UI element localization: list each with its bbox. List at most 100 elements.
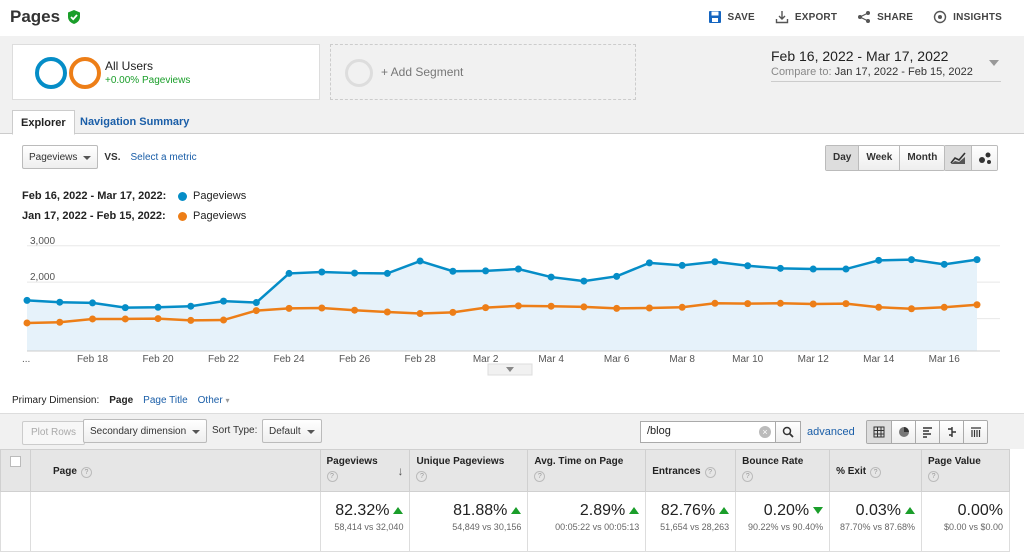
select-all-checkbox[interactable] [9,456,21,467]
date-range-main: Feb 16, 2022 - Mar 17, 2022 [771,48,949,64]
totals-percent: 81.88% [453,502,508,519]
segment-all-users[interactable]: All Users +0.00% Pageviews [12,44,320,100]
totals-percent: 0.03% [855,502,902,519]
dimension-page[interactable]: Page [109,395,134,406]
add-segment-button[interactable]: + Add Segment [330,44,636,100]
table-header-row: Page? Pageviews? ↓ Unique Pageviews? Avg.… [0,449,1010,492]
save-button[interactable]: SAVE [708,10,755,24]
help-icon[interactable]: ? [870,467,882,478]
data-point-previous [285,304,293,312]
arrow-up-icon [511,507,522,515]
data-point-current [744,262,752,270]
bar-list-icon [922,427,932,438]
sort-type-select[interactable]: Default [262,419,322,443]
column-header-entrances[interactable]: Entrances? [645,449,737,492]
data-point-previous [678,303,686,311]
help-icon[interactable]: ? [534,471,546,482]
data-point-previous [711,299,719,307]
metric-select[interactable]: Pageviews [22,145,99,169]
tab-navigation-summary[interactable]: Navigation Summary [80,116,190,128]
legend-item-previous: Jan 17, 2022 - Feb 15, 2022: Pageviews [22,206,246,226]
x-tick-label: Mar 10 [732,354,764,365]
search-button[interactable] [775,421,801,443]
column-header-page-value[interactable]: Page Value? [921,449,1010,492]
data-view-button[interactable] [867,421,891,443]
day-button[interactable]: Day [826,146,859,170]
insights-button[interactable]: INSIGHTS [933,10,1002,24]
help-icon[interactable]: ? [326,471,338,482]
column-header-pageviews[interactable]: Pageviews? ↓ [319,449,411,492]
dimension-other[interactable]: Other ▾ [198,395,230,406]
share-label: SHARE [877,11,914,23]
column-header-page[interactable]: Page? [29,449,321,492]
clear-icon[interactable]: × [759,426,771,438]
pie-view-button[interactable] [891,421,915,443]
compare-label: Compare to: [771,66,832,78]
secondary-dimension-select[interactable]: Secondary dimension [83,419,208,443]
comparison-view-button[interactable] [939,421,963,443]
search-icon [782,426,794,438]
segment-circle-orange-icon [69,57,101,89]
arrow-up-icon [629,507,640,515]
week-button[interactable]: Week [858,146,900,170]
totals-percent: 82.76% [660,502,716,519]
series-line-current [26,258,978,309]
column-label: Avg. Time on Page [534,456,624,467]
date-range-picker[interactable]: Feb 16, 2022 - Mar 17, 2022 Compare to: … [771,48,1001,82]
line-chart-button[interactable] [945,146,971,170]
performance-view-button[interactable] [915,421,939,443]
grid-icon [873,426,885,438]
table-search-input[interactable]: /blog × [640,421,776,443]
arrow-up-icon [393,507,404,515]
column-header-unique-pageviews[interactable]: Unique Pageviews? [409,449,529,492]
chart-type-toggle [944,145,998,171]
chevron-down-icon: ▾ [225,396,230,405]
advanced-link[interactable]: advanced [807,426,855,438]
totals-percent: 2.89% [579,502,626,519]
x-tick-label: Mar 12 [798,354,830,365]
data-point-current [383,269,391,277]
help-icon[interactable]: ? [928,471,940,482]
help-icon[interactable]: ? [416,471,428,482]
data-point-current [220,297,228,305]
totals-cell: 82.32% 58,414 vs 32,040 [319,491,411,552]
data-point-previous [154,315,162,323]
y-tick-label: 3,000 [30,236,55,247]
plot-rows-button[interactable]: Plot Rows [22,421,86,445]
dimension-page-title[interactable]: Page Title [143,395,188,406]
data-point-previous [547,302,555,310]
sort-desc-icon: ↓ [397,464,404,478]
column-header-exit[interactable]: % Exit? [829,449,923,492]
x-tick-label: Mar 2 [473,354,499,365]
share-button[interactable]: SHARE [857,10,913,24]
segment-name: All Users [105,59,154,73]
tab-explorer[interactable]: Explorer [12,110,75,135]
help-icon[interactable]: ? [80,467,92,478]
help-icon[interactable]: ? [742,471,754,482]
data-point-previous [416,309,424,317]
primary-dimension-bar: Primary Dimension: Page Page Title Other… [12,395,229,406]
column-header-bounce-rate[interactable]: Bounce Rate? [735,449,831,492]
chevron-down-icon [989,60,999,66]
series-line-previous [26,302,978,325]
vs-label: VS. [104,151,121,163]
x-tick-label: Mar 4 [538,354,564,365]
metric-bar: Pageviews VS. Select a metric [22,145,197,169]
data-point-current [351,269,359,277]
month-button[interactable]: Month [899,146,945,170]
pivot-view-button[interactable] [963,421,987,443]
pages-table: Page? Pageviews? ↓ Unique Pageviews? Avg.… [0,449,1010,552]
legend-dot-orange-icon [178,211,187,221]
legend-range: Jan 17, 2022 - Feb 15, 2022: [22,210,166,222]
data-point-current [613,272,621,280]
select-metric-link[interactable]: Select a metric [130,151,197,163]
totals-comparison: 58,414 vs 32,040 [334,522,404,532]
help-icon[interactable]: ? [704,467,716,478]
motion-chart-button[interactable] [971,146,997,170]
data-point-previous [809,300,817,308]
export-button[interactable]: EXPORT [775,10,837,24]
column-header-avg-time[interactable]: Avg. Time on Page? [527,449,647,492]
totals-change: 82.76% [652,502,730,520]
data-point-current [842,265,850,273]
